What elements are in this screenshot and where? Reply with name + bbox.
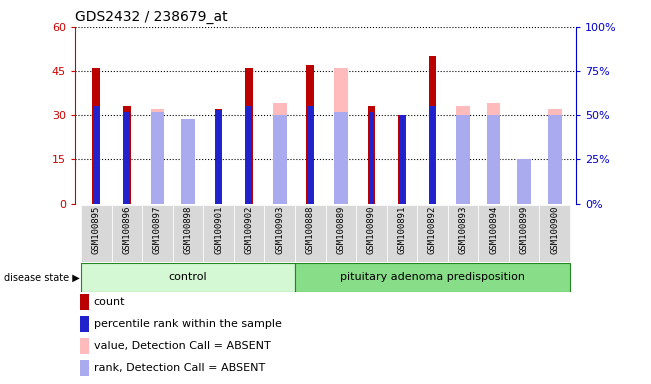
Bar <box>334 112 348 204</box>
Bar <box>456 106 470 204</box>
Bar <box>181 121 195 204</box>
Bar <box>80 360 89 376</box>
Bar <box>387 205 417 262</box>
Bar <box>181 119 195 204</box>
Text: control: control <box>169 272 207 283</box>
Bar <box>487 115 501 204</box>
Text: GSM100900: GSM100900 <box>550 205 559 254</box>
Text: GSM100891: GSM100891 <box>397 205 406 254</box>
Bar <box>173 205 203 262</box>
Bar <box>368 106 375 204</box>
Text: GSM100901: GSM100901 <box>214 205 223 254</box>
Bar <box>150 112 164 204</box>
Text: GSM100895: GSM100895 <box>92 205 101 254</box>
Text: GSM100888: GSM100888 <box>306 205 314 254</box>
Bar <box>540 205 570 262</box>
Text: GSM100894: GSM100894 <box>489 205 498 254</box>
Bar <box>264 205 295 262</box>
Text: count: count <box>94 297 125 307</box>
Bar <box>430 106 436 204</box>
Text: pituitary adenoma predisposition: pituitary adenoma predisposition <box>340 272 525 283</box>
Bar <box>307 65 314 204</box>
Text: GSM100898: GSM100898 <box>184 205 193 254</box>
Bar <box>509 205 540 262</box>
Bar <box>417 205 448 262</box>
Bar <box>295 263 570 292</box>
Bar <box>326 205 356 262</box>
Bar <box>150 109 164 204</box>
Bar <box>368 112 374 204</box>
Text: value, Detection Call = ABSENT: value, Detection Call = ABSENT <box>94 341 270 351</box>
Bar <box>548 115 562 204</box>
Text: GSM100899: GSM100899 <box>519 205 529 254</box>
Text: GSM100890: GSM100890 <box>367 205 376 254</box>
Bar <box>518 180 531 204</box>
Text: GDS2432 / 238679_at: GDS2432 / 238679_at <box>75 10 227 25</box>
Text: disease state ▶: disease state ▶ <box>4 272 79 283</box>
Bar <box>92 68 100 204</box>
Bar <box>111 205 142 262</box>
Bar <box>398 115 406 204</box>
Bar <box>356 205 387 262</box>
Bar <box>80 338 89 354</box>
Bar <box>273 115 286 204</box>
Text: GSM100893: GSM100893 <box>458 205 467 254</box>
Bar <box>295 205 326 262</box>
Bar <box>518 159 531 204</box>
Bar <box>548 109 562 204</box>
Bar <box>215 109 223 204</box>
Text: GSM100903: GSM100903 <box>275 205 284 254</box>
Bar <box>124 112 130 204</box>
Bar <box>448 205 478 262</box>
Bar <box>215 110 221 204</box>
Text: GSM100889: GSM100889 <box>337 205 345 254</box>
Text: GSM100902: GSM100902 <box>245 205 254 254</box>
Text: percentile rank within the sample: percentile rank within the sample <box>94 319 282 329</box>
Text: GSM100892: GSM100892 <box>428 205 437 254</box>
Bar <box>203 205 234 262</box>
Bar <box>246 106 252 204</box>
Bar <box>399 115 405 204</box>
Bar <box>80 316 89 332</box>
Text: GSM100896: GSM100896 <box>122 205 132 254</box>
Bar <box>456 115 470 204</box>
Bar <box>334 68 348 204</box>
Bar <box>245 68 253 204</box>
Bar <box>142 205 173 262</box>
Bar <box>234 205 264 262</box>
Bar <box>307 106 313 204</box>
Bar <box>94 106 99 204</box>
Bar <box>478 205 509 262</box>
Bar <box>80 295 89 310</box>
Text: GSM100897: GSM100897 <box>153 205 162 254</box>
Bar <box>487 103 501 204</box>
Bar <box>273 103 286 204</box>
Bar <box>81 205 111 262</box>
Text: rank, Detection Call = ABSENT: rank, Detection Call = ABSENT <box>94 363 265 373</box>
Bar <box>81 263 295 292</box>
Bar <box>123 106 131 204</box>
Bar <box>428 56 436 204</box>
